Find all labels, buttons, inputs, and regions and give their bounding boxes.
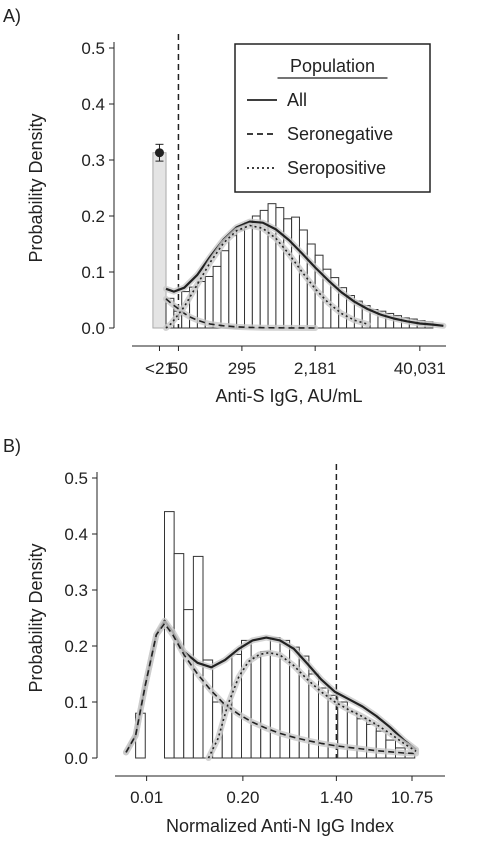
x-tick-label: 2,181	[294, 359, 337, 378]
series-line-seropositive	[165, 224, 368, 329]
series-line-seropositive	[207, 651, 417, 759]
x-tick-label: 10.75	[391, 788, 434, 807]
y-tick-label: 0.1	[81, 263, 105, 282]
point-estimate	[154, 148, 164, 158]
y-tick-label: 0.5	[81, 39, 105, 58]
y-tick-label: 0.0	[81, 319, 105, 338]
histogram-bar	[291, 216, 300, 329]
histogram-bar	[183, 609, 194, 759]
y-tick-label: 0.4	[64, 525, 88, 544]
y-tick-label: 0.2	[64, 637, 88, 656]
series-line-seronegative	[165, 298, 316, 329]
x-tick-label: <21	[145, 359, 174, 378]
x-tick-label: 295	[228, 359, 256, 378]
series-line-all	[165, 220, 444, 327]
x-tick-label: 1.40	[320, 788, 353, 807]
legend-label: Seronegative	[287, 124, 393, 144]
legend-label: Seropositive	[287, 158, 386, 178]
x-tick-label: 0.01	[130, 788, 163, 807]
y-tick-label: 0.3	[64, 581, 88, 600]
x-tick-label: 50	[169, 359, 188, 378]
histogram-bar	[267, 203, 277, 329]
y-tick-label: 0.5	[64, 469, 88, 488]
legend-label: All	[287, 90, 307, 110]
y-tick-label: 0.4	[81, 95, 105, 114]
panel-b: B) 0.0 0.1 0.2 0.3 0.4 0.5 0.01 0.20 1.40 10.75 Nor…	[3, 436, 445, 836]
histogram-bar	[244, 222, 253, 329]
legend-title: Population	[290, 56, 375, 76]
histogram-bar	[236, 229, 246, 329]
histogram-bar	[250, 656, 262, 759]
histogram-bar	[251, 215, 261, 329]
panel-label: B)	[3, 436, 21, 456]
x-tick-label: 40,031	[394, 359, 446, 378]
series-line-seronegative	[125, 622, 417, 755]
panel-label: A)	[3, 6, 21, 26]
y-tick-label: 0.0	[64, 749, 88, 768]
y-tick-label: 0.2	[81, 207, 105, 226]
x-tick-label: 0.20	[226, 788, 259, 807]
x-axis-title: Anti-S IgG, AU/mL	[215, 386, 362, 406]
histogram-bar	[275, 207, 285, 329]
y-tick-label: 0.3	[81, 151, 105, 170]
y-axis-title: Probability Density	[26, 543, 46, 692]
histogram-bar	[212, 265, 222, 329]
histogram-bar	[202, 659, 214, 759]
y-tick-label: 0.1	[64, 693, 88, 712]
x-axis-title: Normalized Anti-N IgG Index	[166, 816, 394, 836]
below-detection-bar	[152, 152, 167, 329]
histogram-bar	[260, 651, 271, 759]
histogram-bar	[228, 235, 238, 329]
y-axis-title: Probability Density	[26, 113, 46, 262]
histogram-bar	[220, 250, 230, 329]
